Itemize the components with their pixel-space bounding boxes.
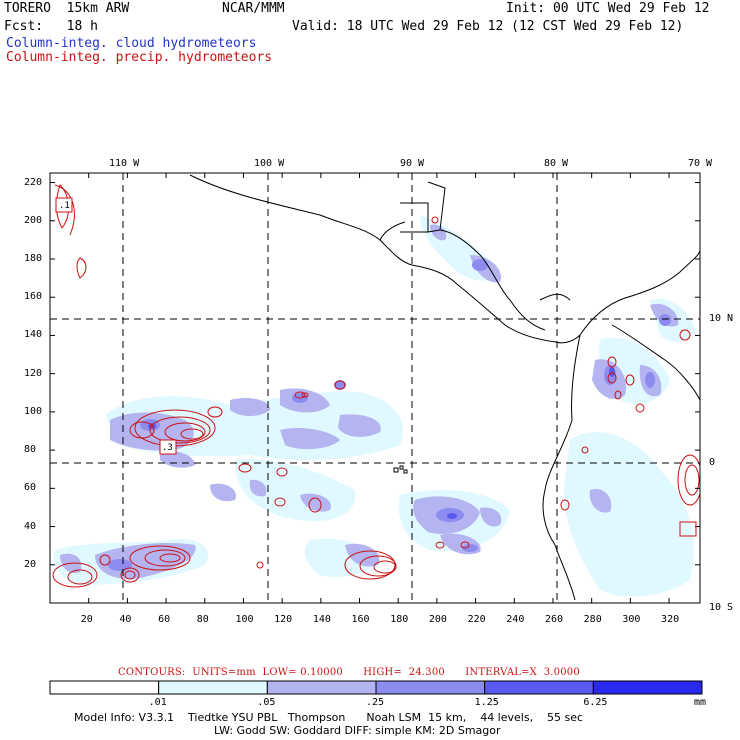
coastlines xyxy=(189,174,700,601)
y-tick-label: 100 xyxy=(24,405,43,417)
x-tick-label: 100 xyxy=(235,614,254,625)
y-tick-label: 20 xyxy=(24,558,37,570)
high-marker-right xyxy=(679,521,697,537)
y-tick-label: 40 xyxy=(24,520,37,532)
low-marker-mid xyxy=(159,439,177,455)
x-tick-label: 320 xyxy=(661,614,680,625)
x-tick-label: 80 xyxy=(196,614,209,625)
colorbar-segment xyxy=(49,680,160,695)
lon-label-110w: 110 W xyxy=(109,158,140,169)
colorbar-label: 1.25 xyxy=(474,697,499,708)
cloud-fill-layer xyxy=(52,184,700,597)
colorbar-units: mm xyxy=(694,697,707,708)
x-tick-label: 220 xyxy=(467,614,486,625)
lon-label-80w: 80 W xyxy=(544,158,569,169)
colorbar-label: .01 xyxy=(148,697,167,708)
y-tick-label: 120 xyxy=(24,367,43,379)
y-tick-label: 220 xyxy=(24,176,43,188)
field-precip-label: Column-integ. precip. hydrometeors xyxy=(6,50,273,65)
y-tick-label: 160 xyxy=(24,291,43,303)
init-time: Init: 00 UTC Wed 29 Feb 12 xyxy=(506,1,710,16)
colorbar-segment xyxy=(266,680,377,695)
map-frame xyxy=(49,172,701,604)
y-tick-label: 200 xyxy=(24,214,43,226)
colorbar-label: 6.25 xyxy=(583,697,608,708)
lat-lon-grid xyxy=(50,173,700,603)
lon-label-100w: 100 W xyxy=(254,158,285,169)
colorbar-segment xyxy=(484,680,594,695)
x-tick-label: 300 xyxy=(622,614,641,625)
model-title: TORERO 15km ARW xyxy=(4,1,130,16)
x-tick-label: 260 xyxy=(544,614,564,625)
x-tick-label: 20 xyxy=(80,614,93,625)
colorbar-segment xyxy=(375,680,486,695)
low-marker-top xyxy=(55,197,73,213)
field-cloud-label: Column-integ. cloud hydrometeors xyxy=(6,36,257,51)
low-marker-mid-label: .3 xyxy=(162,443,173,453)
lat-label-10s: 10 S xyxy=(709,602,734,613)
precip-contours xyxy=(52,184,700,588)
lat-label-10n: 10 N xyxy=(709,313,734,324)
x-tick-label: 180 xyxy=(390,614,409,625)
forecast-hour: Fcst: 18 h xyxy=(4,19,98,34)
y-tick-label: 140 xyxy=(24,329,43,341)
lon-label-90w: 90 W xyxy=(400,158,425,169)
lat-label-0: 0 xyxy=(709,457,716,468)
model-info-line1: Model Info: V3.3.1 Tiedtke YSU PBL Thomp… xyxy=(74,711,584,724)
y-tick-label: 60 xyxy=(24,482,37,494)
model-info-line2: LW: Godd SW: Goddard DIFF: simple KM: 2D… xyxy=(214,724,501,737)
x-tick-label: 280 xyxy=(583,614,602,625)
x-tick-label: 120 xyxy=(274,614,293,625)
x-tick-label: 160 xyxy=(351,614,370,625)
center-label: NCAR/MMM xyxy=(222,1,285,16)
y-tick-label: 80 xyxy=(24,444,37,456)
x-tick-label: 200 xyxy=(428,614,447,625)
x-tick-label: 240 xyxy=(506,614,525,625)
y-tick-label: 180 xyxy=(24,253,43,264)
valid-time: Valid: 18 UTC Wed 29 Feb 12 (12 CST Wed … xyxy=(292,19,684,34)
colorbar-label: .25 xyxy=(366,697,385,708)
x-tick-label: 60 xyxy=(158,614,171,625)
axis-ticks xyxy=(50,173,700,603)
colorbar-segment xyxy=(158,680,268,695)
colorbar-segment xyxy=(592,680,703,695)
colorbar-label: .05 xyxy=(257,697,276,708)
x-tick-label: 140 xyxy=(312,614,331,625)
low-marker-top-label: .1 xyxy=(59,201,70,211)
lon-label-70w: 70 W xyxy=(688,158,713,169)
contour-info: CONTOURS: UNITS=mm LOW= 0.10000 HIGH= 24… xyxy=(118,667,580,678)
x-tick-label: 40 xyxy=(119,614,132,625)
